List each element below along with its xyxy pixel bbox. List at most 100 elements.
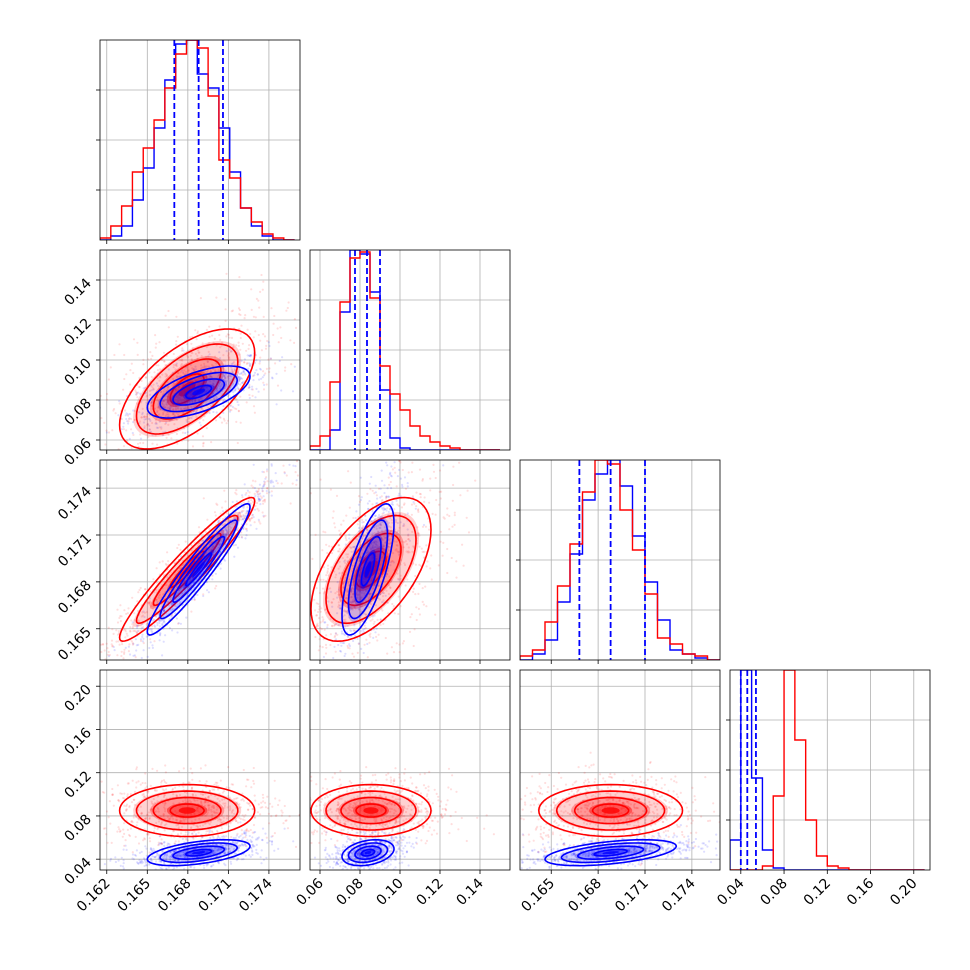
blue-sample — [150, 384, 153, 387]
blue-sample — [379, 593, 382, 596]
blue-sample — [224, 377, 227, 380]
blue-sample — [249, 355, 252, 358]
red-sample — [260, 273, 263, 277]
red-sample — [149, 638, 152, 641]
blue-sample — [205, 386, 209, 390]
blue-sample — [370, 558, 374, 561]
red-sample — [412, 590, 415, 594]
red-sample — [195, 455, 197, 457]
red-sample — [237, 307, 241, 310]
blue-sample — [230, 375, 233, 378]
red-sample — [165, 471, 167, 473]
blue-sample — [255, 387, 258, 390]
blue-sample — [164, 415, 167, 418]
red-sample — [245, 527, 248, 531]
blue-sample — [349, 608, 352, 611]
red-sample — [340, 523, 343, 526]
red-sample — [418, 563, 421, 567]
blue-sample — [224, 559, 227, 562]
red-sample — [131, 596, 134, 599]
red-sample — [66, 472, 68, 474]
blue-sample — [372, 541, 375, 544]
blue-sample — [240, 372, 243, 375]
red-sample — [398, 643, 401, 646]
blue-sample — [231, 841, 234, 844]
red-sample — [145, 415, 148, 418]
blue-sample — [178, 453, 180, 455]
red-sample — [356, 651, 359, 655]
blue-sample — [239, 821, 242, 824]
blue-sample — [251, 849, 254, 852]
blue-sample — [387, 495, 390, 498]
blue-sample — [266, 841, 269, 844]
blue-sample — [267, 456, 269, 458]
red-sample — [407, 471, 410, 474]
blue-sample — [357, 503, 361, 506]
blue-sample — [192, 368, 196, 371]
blue-sample — [238, 376, 241, 379]
blue-sample — [374, 491, 377, 494]
blue-sample — [97, 418, 99, 420]
red-sample — [132, 371, 135, 375]
blue-sample — [200, 407, 203, 410]
red-sample — [126, 665, 128, 667]
red-sample — [285, 309, 288, 312]
blue-sample — [257, 498, 261, 501]
blue-sample — [366, 538, 369, 541]
blue-sample — [183, 867, 186, 870]
blue-sample — [212, 383, 215, 386]
red-sample — [210, 363, 214, 367]
blue-sample — [131, 857, 134, 860]
red-sample — [189, 354, 192, 357]
red-sample — [313, 598, 316, 601]
blue-sample — [115, 875, 117, 877]
blue-sample — [248, 354, 251, 357]
blue-sample — [218, 534, 221, 537]
blue-sample — [271, 481, 274, 484]
red-sample — [291, 482, 294, 485]
red-sample — [175, 340, 178, 343]
red-sample — [376, 639, 379, 642]
blue-sample — [133, 654, 136, 657]
blue-sample — [176, 603, 179, 606]
red-sample — [453, 514, 456, 517]
red-sample — [133, 461, 135, 463]
blue-sample — [228, 374, 231, 377]
blue-sample — [176, 376, 179, 379]
red-sample — [103, 421, 106, 424]
blue-sample — [146, 655, 149, 659]
blue-sample — [107, 655, 111, 658]
red-sample — [166, 406, 169, 409]
blue-sample — [245, 534, 248, 537]
red-sample — [218, 333, 221, 337]
red-sample — [120, 650, 123, 653]
blue-sample — [176, 401, 179, 404]
blue-sample — [359, 476, 362, 479]
blue-sample — [172, 412, 175, 415]
red-sample — [191, 346, 194, 350]
blue-sample — [143, 427, 146, 430]
blue-sample — [346, 560, 349, 563]
blue-sample — [265, 856, 268, 859]
red-sample — [326, 551, 329, 555]
blue-sample — [379, 515, 382, 519]
blue-sample — [219, 550, 222, 554]
red-sample — [435, 498, 438, 502]
blue-sample — [337, 588, 341, 591]
blue-sample — [145, 635, 148, 638]
blue-sample — [168, 408, 172, 411]
red-sample — [263, 499, 266, 502]
blue-sample — [156, 426, 160, 429]
red-sample — [149, 601, 152, 604]
red-sample — [315, 587, 318, 590]
blue-sample — [370, 578, 373, 582]
red-sample — [414, 593, 417, 596]
blue-sample — [268, 344, 271, 348]
blue-sample — [368, 592, 371, 595]
blue-sample — [145, 847, 148, 850]
red-sample — [150, 404, 153, 407]
blue-sample — [225, 528, 228, 531]
red-sample — [231, 309, 234, 312]
red-sample — [187, 425, 190, 428]
blue-sample — [371, 545, 374, 548]
